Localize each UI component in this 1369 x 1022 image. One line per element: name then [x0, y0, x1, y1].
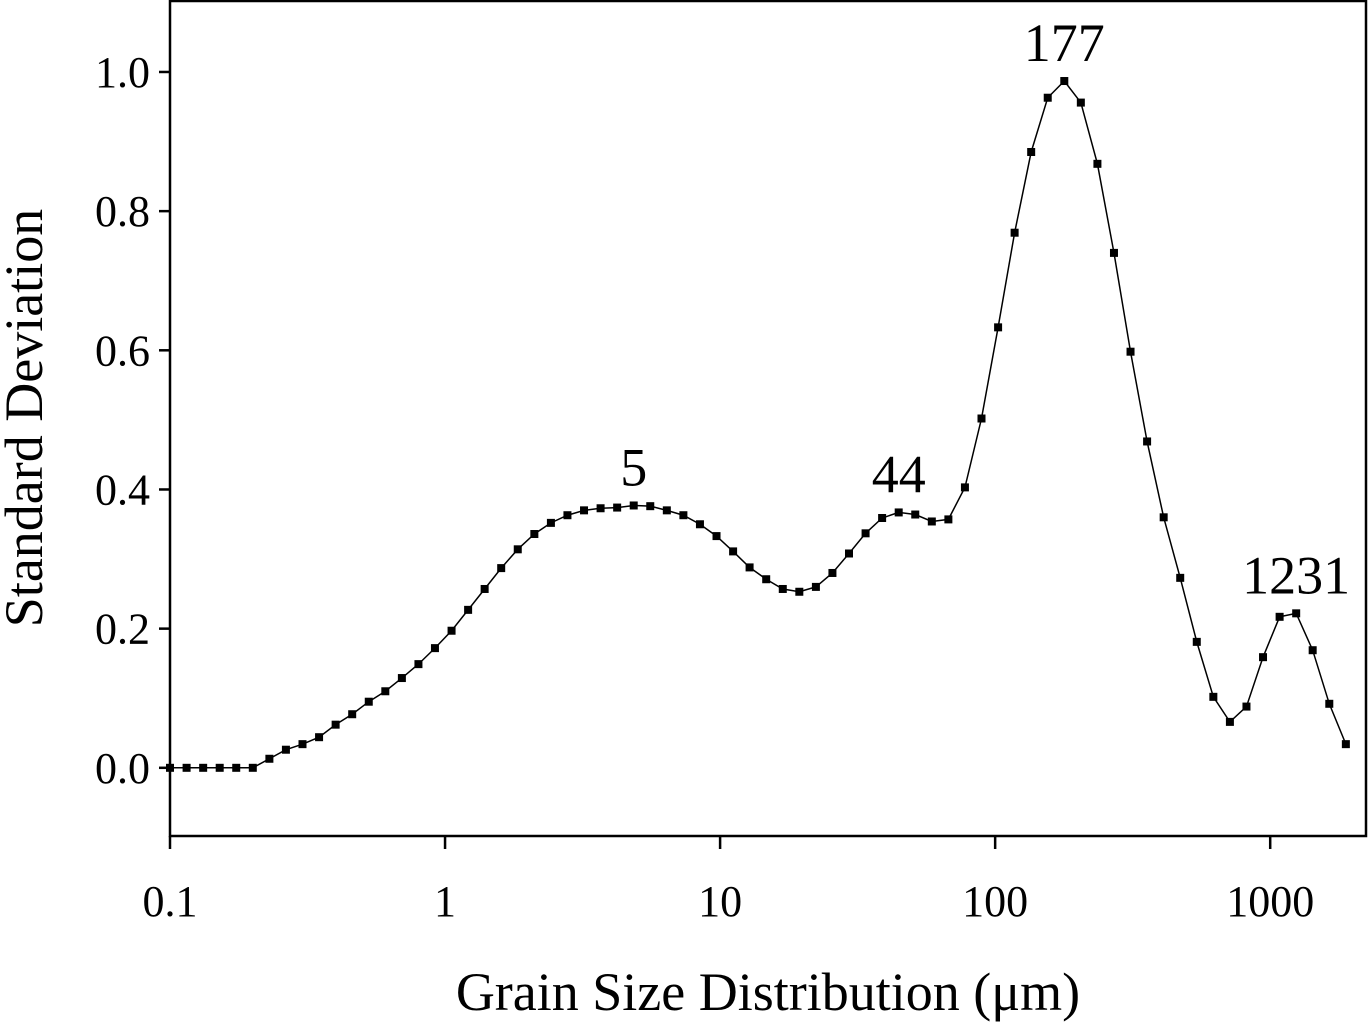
data-point	[1242, 702, 1251, 711]
y-tick-label: 1.0	[95, 48, 150, 97]
y-tick-label: 0.8	[95, 187, 150, 236]
data-point	[397, 674, 406, 683]
data-point	[1076, 98, 1085, 107]
data-point	[629, 501, 638, 510]
data-point	[331, 720, 340, 729]
data-point	[348, 710, 357, 719]
x-axis-label: Grain Size Distribution (μm)	[456, 962, 1080, 1022]
data-point	[994, 323, 1003, 332]
y-tick-label: 0.6	[95, 326, 150, 375]
peak-annotation: 44	[872, 444, 926, 504]
peak-annotation: 5	[620, 437, 647, 497]
y-tick-label: 0.0	[95, 744, 150, 793]
data-point	[1093, 159, 1102, 168]
data-point	[1192, 637, 1201, 646]
data-point	[960, 483, 969, 492]
y-tick-label: 0.2	[95, 605, 150, 654]
data-point	[265, 754, 274, 763]
data-point	[861, 529, 870, 538]
data-point	[927, 517, 936, 526]
data-point	[580, 506, 589, 515]
data-point	[364, 697, 373, 706]
data-point	[596, 504, 605, 513]
data-point	[298, 740, 307, 749]
y-tick-label: 0.4	[95, 465, 150, 514]
data-point	[795, 587, 804, 596]
data-point	[315, 733, 324, 742]
data-point	[480, 584, 489, 593]
data-point	[1341, 740, 1350, 749]
data-point	[1043, 93, 1052, 102]
data-point	[1176, 573, 1185, 582]
data-point	[430, 644, 439, 653]
x-tick-label: 100	[962, 877, 1028, 926]
data-point	[1109, 248, 1118, 257]
data-point	[745, 563, 754, 572]
peak-annotation: 177	[1024, 13, 1105, 73]
data-point	[414, 660, 423, 669]
series-line	[170, 79, 1347, 769]
data-point	[662, 506, 671, 515]
data-point	[1027, 147, 1036, 156]
data-point	[1325, 699, 1334, 708]
data-point	[695, 520, 704, 529]
data-point	[1126, 347, 1135, 356]
data-point	[1292, 609, 1301, 618]
data-point	[944, 515, 953, 524]
data-point	[828, 568, 837, 577]
data-point	[530, 530, 539, 539]
plot-frame	[168, 0, 1368, 838]
data-point	[646, 502, 655, 511]
data-point	[1209, 692, 1218, 701]
data-point	[878, 514, 887, 523]
data-point	[1259, 653, 1268, 662]
data-point	[1225, 717, 1234, 726]
data-point	[1275, 612, 1284, 621]
x-tick-label: 1000	[1226, 877, 1314, 926]
data-point	[281, 745, 290, 754]
data-point	[215, 763, 224, 772]
data-point	[232, 763, 241, 772]
data-point	[778, 584, 787, 593]
y-axis-label: Standard Deviation	[0, 209, 54, 627]
data-point	[381, 687, 390, 696]
data-point	[513, 545, 522, 554]
data-point	[199, 763, 208, 772]
data-point	[497, 564, 506, 573]
data-point	[729, 547, 738, 556]
data-point	[1010, 228, 1019, 237]
x-tick-label: 10	[698, 877, 742, 926]
data-point	[762, 575, 771, 584]
data-point	[464, 605, 473, 614]
data-point	[1143, 437, 1152, 446]
data-point	[712, 532, 721, 541]
data-point	[679, 511, 688, 520]
peak-annotation: 1231	[1242, 545, 1350, 605]
data-point	[182, 763, 191, 772]
data-point	[447, 626, 456, 635]
data-point	[811, 582, 820, 591]
data-point	[894, 508, 903, 517]
data-point	[1060, 77, 1069, 86]
data-point	[546, 518, 555, 527]
data-point	[844, 549, 853, 558]
data-point	[911, 510, 920, 519]
data-point	[563, 511, 572, 520]
x-tick-label: 0.1	[143, 877, 198, 926]
x-tick-label: 1	[434, 877, 456, 926]
data-point	[977, 414, 986, 423]
data-point	[1159, 513, 1168, 522]
data-point	[166, 763, 174, 772]
data-point	[248, 763, 257, 772]
data-point	[613, 503, 622, 512]
data-point	[1308, 646, 1317, 655]
